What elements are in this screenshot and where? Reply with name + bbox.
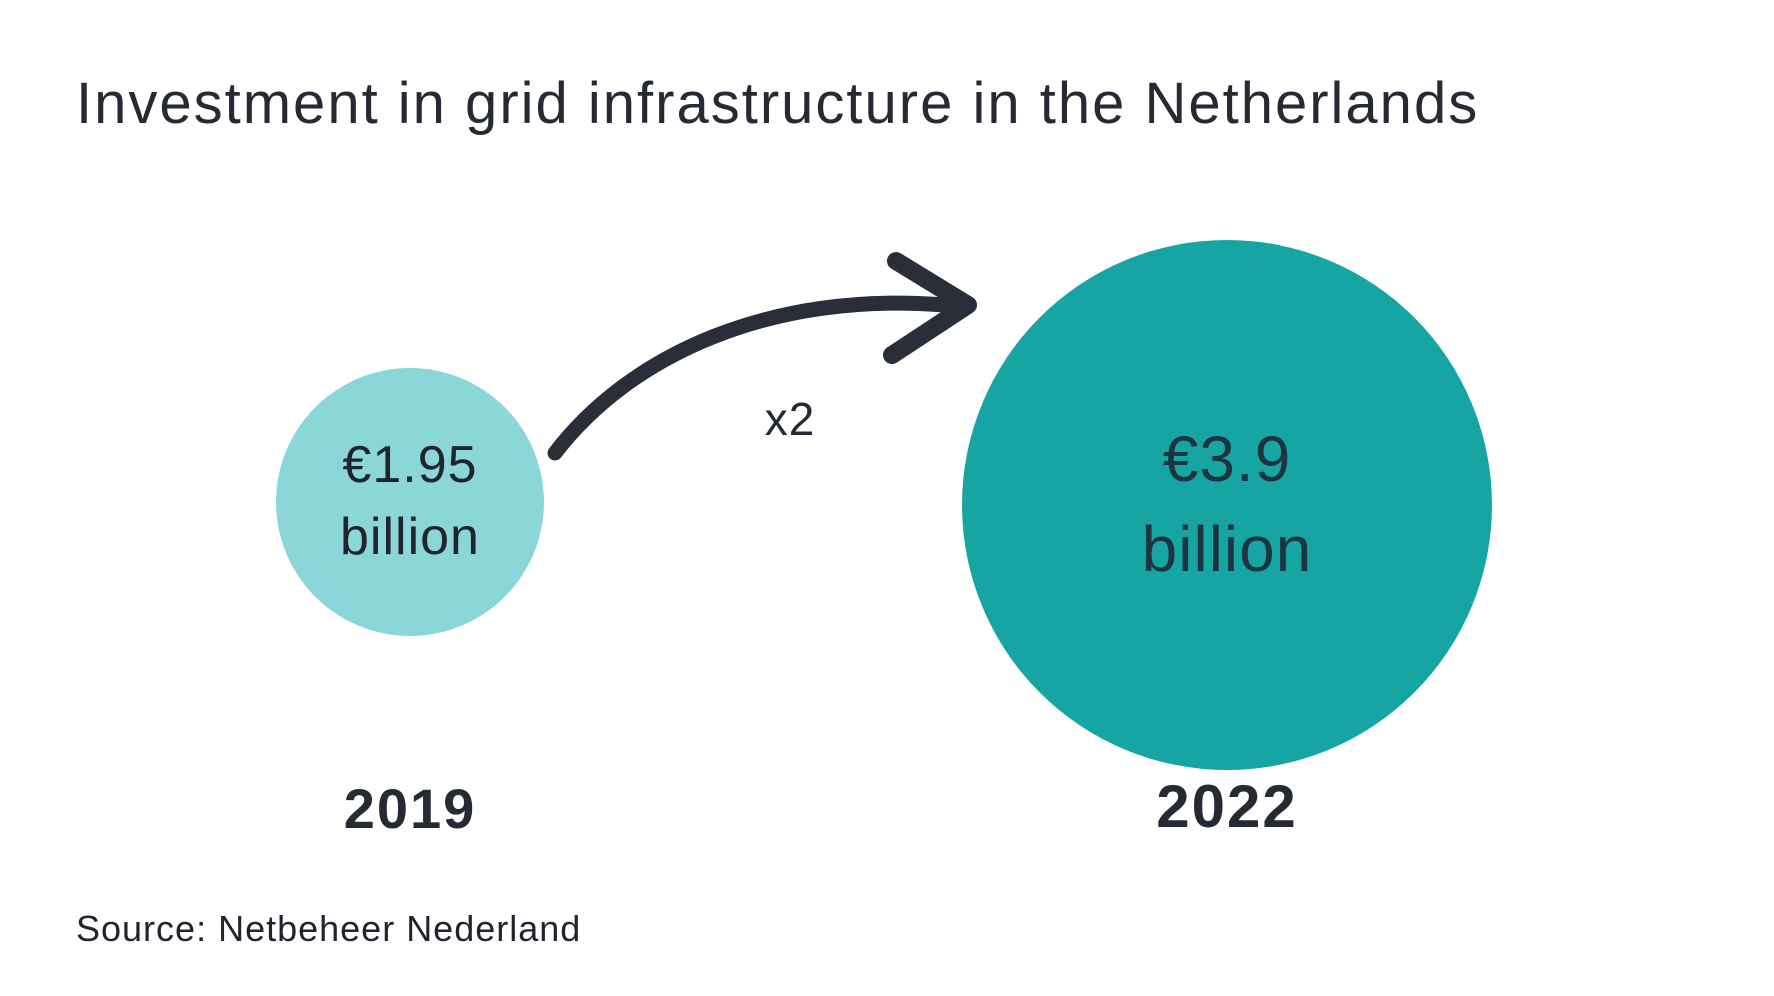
bubble-2019-unit: billion bbox=[340, 508, 480, 566]
source-caption: Source: Netbeheer Nederland bbox=[76, 908, 582, 949]
year-label-2022: 2022 bbox=[1156, 773, 1298, 840]
year-label-2019: 2019 bbox=[343, 777, 477, 840]
bubble-2019: €1.95 billion bbox=[276, 368, 544, 636]
growth-arrow-icon bbox=[547, 252, 977, 461]
bubble-2019-label: €1.95 billion bbox=[340, 430, 480, 574]
multiplier-label: x2 bbox=[764, 393, 816, 445]
bubble-2022-unit: billion bbox=[1141, 513, 1313, 585]
bubble-2022-label: €3.9 billion bbox=[1142, 415, 1313, 594]
chart-title: Investment in grid infrastructure in the… bbox=[76, 71, 1480, 136]
bubble-2019-value: €1.95 bbox=[342, 436, 478, 495]
bubble-2022: €3.9 billion bbox=[962, 240, 1492, 770]
bubble-2022-value: €3.9 bbox=[1162, 423, 1292, 496]
